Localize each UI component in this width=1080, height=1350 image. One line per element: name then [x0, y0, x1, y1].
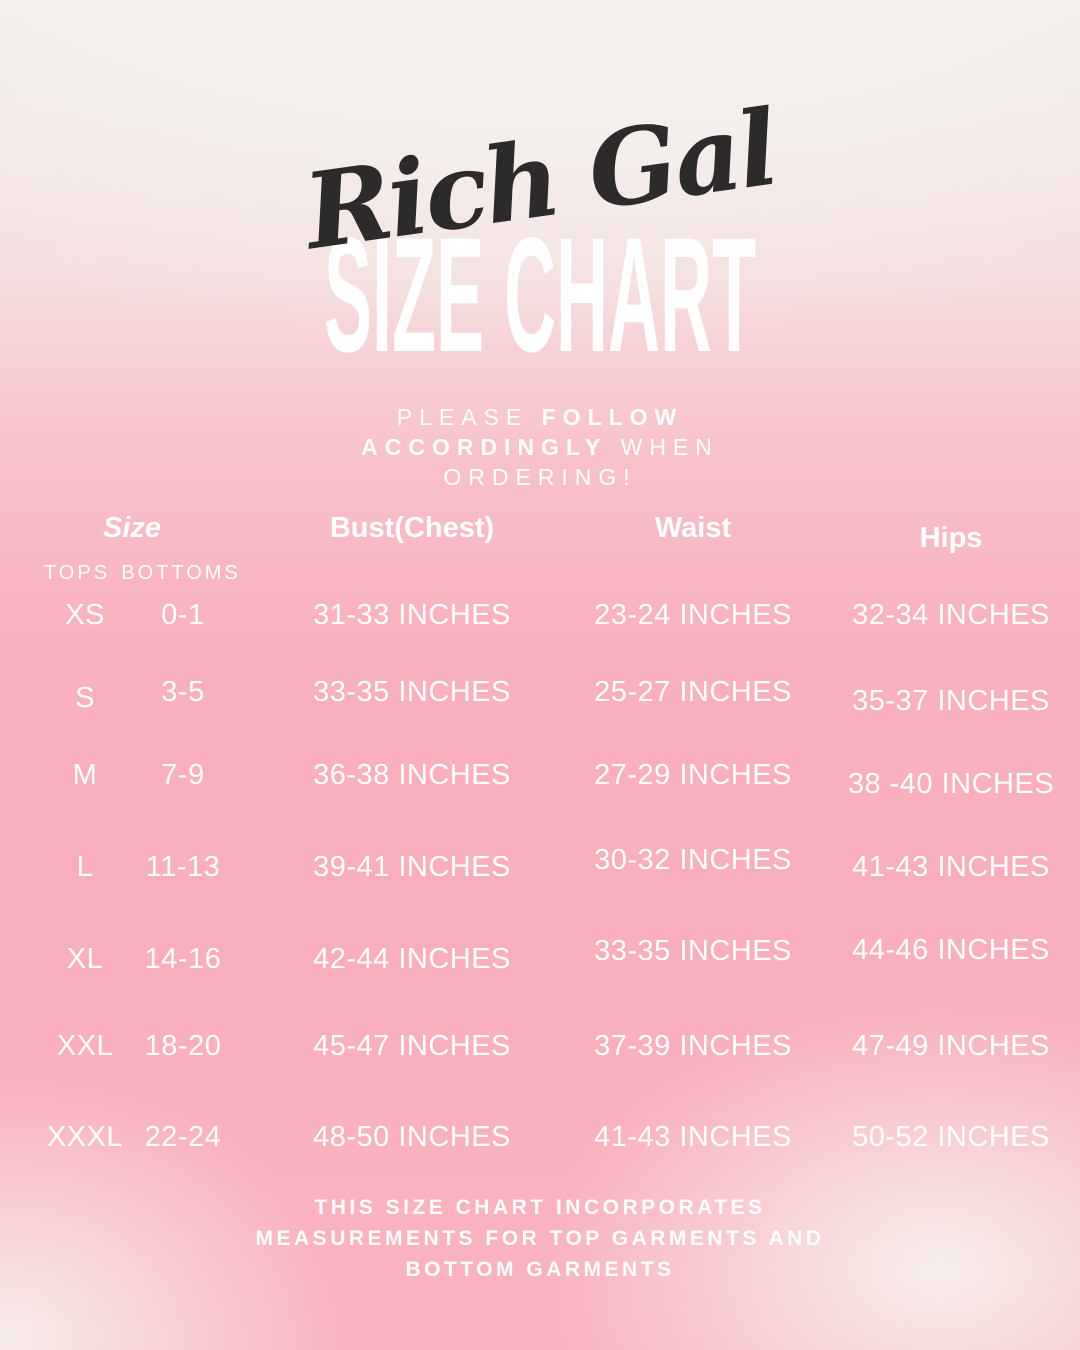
footer-line-3: BOTTOM GARMENTS: [405, 1258, 675, 1281]
size-bottoms-cell: 3-5: [161, 675, 205, 708]
subtitle-text: PLEASE: [396, 404, 529, 430]
waist-cell: 23-24 INCHES: [594, 598, 792, 631]
waist-cell: 41-43 INCHES: [594, 1120, 792, 1153]
subtitle-text-bold: ACCORDINGLY: [361, 434, 608, 460]
bust-cell: 36-38 INCHES: [313, 758, 511, 791]
bust-cell: 33-35 INCHES: [313, 675, 511, 708]
hips-cell: 47-49 INCHES: [852, 1029, 1050, 1062]
table-header-row: Size Bust(Chest) Waist Hips: [40, 512, 1040, 554]
hips-cell: 44-46 INCHES: [852, 933, 1050, 966]
size-tops-cell: XL: [66, 942, 104, 975]
subtitle-text: ORDERING!: [443, 464, 637, 490]
hips-cell: 41-43 INCHES: [852, 850, 1050, 883]
subtitle-line-1: PLEASE FOLLOW: [0, 402, 1080, 432]
footer-note: THIS SIZE CHART INCORPORATES MEASUREMENT…: [0, 1192, 1080, 1285]
waist-cell: 33-35 INCHES: [594, 934, 792, 967]
waist-cell: 30-32 INCHES: [594, 843, 792, 876]
size-bottoms-cell: 22-24: [144, 1120, 222, 1153]
size-bottoms-cell: 11-13: [145, 850, 221, 883]
bust-cell: 39-41 INCHES: [313, 850, 511, 883]
size-bottoms-cell: 14-16: [144, 942, 222, 975]
bust-cell: 45-47 INCHES: [313, 1029, 511, 1062]
waist-cell: 37-39 INCHES: [594, 1029, 792, 1062]
size-sublabel-row: TOPS BOTTOMS: [40, 562, 1040, 585]
sublabel-bottoms: BOTTOMS: [121, 562, 241, 584]
column-header-hips: Hips: [919, 522, 983, 554]
size-tops-cell: L: [76, 850, 94, 883]
size-bottoms-cell: 7-9: [161, 758, 205, 791]
bust-cell: 31-33 INCHES: [313, 598, 511, 631]
table-row: XS 0-1 31-33 INCHES 23-24 INCHES 32-34 I…: [40, 572, 1049, 658]
subtitle-text-bold: FOLLOW: [541, 404, 684, 430]
page-title-text: SIZE CHART: [324, 204, 756, 387]
table-row: XXL 18-20 45-47 INCHES 37-39 INCHES 47-4…: [40, 1003, 1050, 1089]
hips-cell: 50-52 INCHES: [852, 1120, 1050, 1153]
waist-cell: 25-27 INCHES: [594, 675, 792, 708]
table-row: XL 14-16 42-44 INCHES 33-35 INCHES 44-46…: [40, 916, 1050, 1002]
footer-line-1: THIS SIZE CHART INCORPORATES: [314, 1196, 766, 1219]
table-row: XXXL 22-24 48-50 INCHES 41-43 INCHES 50-…: [40, 1094, 1050, 1180]
page-title: SIZE CHART: [0, 214, 1080, 377]
footer-line-2: MEASUREMENTS FOR TOP GARMENTS AND: [255, 1227, 825, 1250]
subtitle-line-3: ORDERING!: [0, 462, 1080, 492]
size-tops-cell: XXXL: [46, 1120, 124, 1153]
table-row: S 3-5 33-35 INCHES 25-27 INCHES 35-37 IN…: [40, 649, 1049, 735]
column-header-size: Size: [102, 512, 162, 544]
column-header-bust: Bust(Chest): [329, 512, 495, 544]
table-row: M 7-9 36-38 INCHES 27-29 INCHES 38 -40 I…: [40, 732, 1054, 818]
table-row: L 11-13 39-41 INCHES 30-32 INCHES 41-43 …: [40, 824, 1050, 910]
bust-cell: 42-44 INCHES: [313, 942, 511, 975]
size-tops-cell: XS: [65, 598, 105, 631]
subtitle: PLEASE FOLLOW ACCORDINGLY WHEN ORDERING!: [0, 402, 1080, 492]
size-tops-cell: XXL: [56, 1029, 114, 1062]
hips-cell: 35-37 INCHES: [852, 684, 1050, 717]
subtitle-text: WHEN: [620, 434, 719, 460]
bust-cell: 48-50 INCHES: [313, 1120, 511, 1153]
size-bottoms-cell: 18-20: [144, 1029, 222, 1062]
size-tops-cell: M: [72, 758, 98, 791]
hips-cell: 32-34 INCHES: [852, 598, 1050, 631]
size-bottoms-cell: 0-1: [161, 598, 205, 631]
subtitle-line-2: ACCORDINGLY WHEN: [0, 432, 1080, 462]
size-tops-cell: S: [75, 681, 95, 714]
column-header-waist: Waist: [654, 512, 732, 544]
hips-cell: 38 -40 INCHES: [847, 767, 1055, 800]
waist-cell: 27-29 INCHES: [594, 758, 792, 791]
sublabel-tops: TOPS: [43, 562, 111, 584]
